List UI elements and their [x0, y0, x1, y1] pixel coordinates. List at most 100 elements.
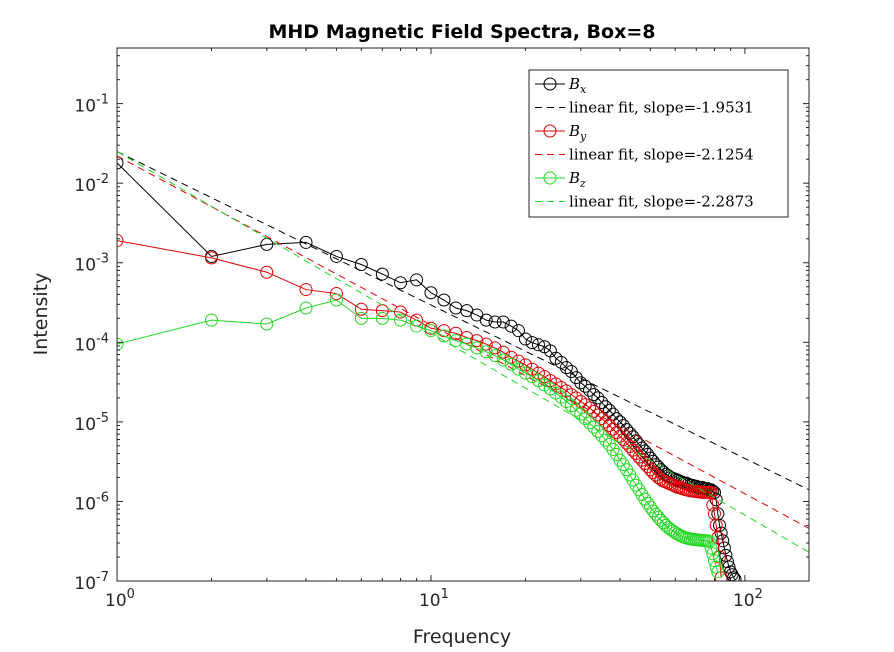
legend-entry: linear fit, slope=-2.2873: [535, 193, 754, 211]
data-point: [354, 302, 368, 316]
data-point: [518, 358, 532, 372]
data-point: [504, 319, 518, 333]
y-tick-label: 10-7: [74, 570, 109, 594]
y-tick-label: 10-3: [74, 252, 109, 276]
data-point: [479, 337, 493, 351]
data-point: [375, 311, 389, 325]
x-axis-label: Frequency: [413, 626, 511, 648]
data-point: [578, 412, 592, 426]
data-point: [525, 336, 539, 350]
data-point: [525, 370, 539, 384]
chart-title: MHD Magnetic Field Spectra, Box=8: [269, 21, 656, 43]
data-point: [709, 518, 723, 532]
data-point: [354, 258, 368, 272]
data-point: [504, 350, 518, 364]
legend-label: linear fit, slope=-2.2873: [569, 193, 754, 211]
data-point: [599, 415, 613, 429]
data-point: [559, 361, 573, 375]
data-point: [410, 319, 424, 333]
data-point: [511, 362, 525, 376]
data-point: [559, 395, 573, 409]
data-point: [329, 293, 343, 307]
data-point: [117, 234, 124, 248]
data-point: [424, 286, 438, 300]
legend: Bx linear fit, slope=-1.9531 By linear fit,…: [528, 69, 789, 218]
data-point: [587, 405, 601, 418]
data-point: [613, 453, 627, 467]
data-point: [709, 560, 723, 574]
data-point: [602, 419, 616, 433]
data-point: [375, 267, 389, 281]
data-point: [488, 349, 502, 363]
legend-label: linear fit, slope=-2.1254: [569, 146, 754, 164]
series-2: [117, 234, 728, 581]
data-point: [329, 249, 343, 263]
data-point: [664, 522, 678, 536]
data-point: [587, 388, 601, 402]
data-point: [410, 273, 424, 287]
data-point: [299, 283, 313, 297]
data-point: [602, 403, 616, 417]
legend-label: Bz: [568, 169, 586, 190]
data-point: [606, 422, 620, 436]
data-point: [260, 265, 274, 279]
legend-entry: Bz: [535, 169, 586, 190]
y-tick-label: 10-5: [74, 411, 109, 435]
data-point: [599, 400, 613, 414]
data-point: [205, 313, 219, 327]
fit-line: [117, 151, 809, 491]
data-point: [525, 362, 539, 376]
data-point: [518, 366, 532, 380]
x-tick-label: 102: [733, 587, 763, 611]
series-layer: [117, 151, 809, 581]
data-point: [610, 426, 624, 440]
data-point: [496, 315, 510, 329]
data-point: [488, 315, 502, 329]
data-point: [661, 521, 675, 535]
data-point: [616, 433, 630, 447]
data-point: [564, 399, 578, 413]
data-point: [706, 547, 720, 561]
data-point: [714, 526, 728, 540]
data-point: [260, 317, 274, 331]
legend-box: [528, 69, 789, 218]
series-3: [117, 155, 809, 529]
x-tick-label: 100: [105, 587, 135, 611]
data-point: [583, 416, 597, 430]
x-tick-label: 101: [419, 587, 449, 611]
legend-label: By: [568, 122, 587, 143]
data-point: [299, 235, 313, 249]
data-point: [706, 498, 720, 512]
data-point: [394, 313, 408, 327]
y-axis-label: Intensity: [30, 273, 52, 356]
legend-marker: [543, 77, 557, 91]
fit-line: [117, 155, 809, 529]
data-point: [354, 311, 368, 325]
series-line: [117, 299, 719, 573]
y-tick-label: 10-2: [74, 172, 109, 196]
data-point: [702, 534, 716, 548]
data-point: [646, 504, 660, 518]
data-point: [728, 572, 742, 581]
data-point: [591, 424, 605, 438]
data-point: [713, 518, 727, 532]
data-point: [531, 338, 545, 352]
data-point: [656, 516, 670, 530]
data-point: [394, 276, 408, 290]
data-point: [649, 458, 663, 472]
data-point: [643, 500, 657, 514]
series-4: [117, 293, 725, 579]
data-point: [574, 407, 588, 421]
data-point: [470, 341, 484, 355]
data-point: [643, 463, 657, 477]
y-tick-label: 10-4: [74, 331, 109, 355]
data-point: [569, 371, 583, 385]
data-point: [518, 332, 532, 346]
data-point: [651, 510, 665, 524]
data-point: [704, 485, 718, 499]
data-point: [488, 341, 502, 355]
data-point: [711, 531, 725, 545]
data-point: [437, 293, 451, 307]
data-point: [574, 376, 588, 390]
